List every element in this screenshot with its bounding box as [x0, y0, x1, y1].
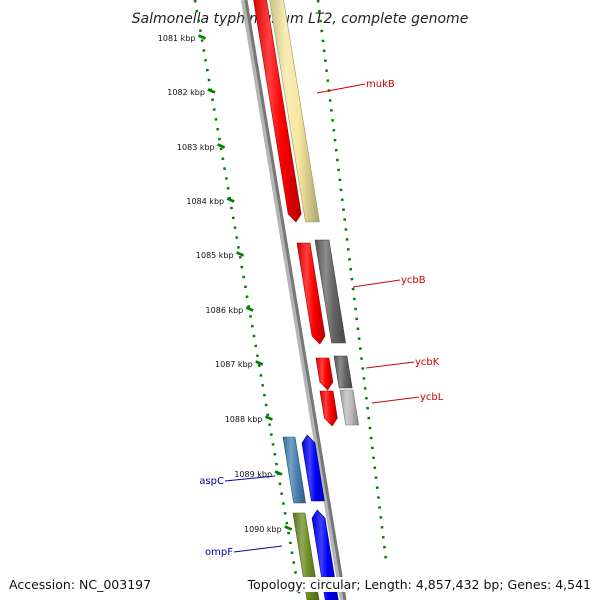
- cog-block-ycbK: [333, 355, 353, 389]
- cog-block-ycbL: [339, 389, 360, 426]
- gene-label-leader-aspC: [224, 475, 276, 482]
- gene-label-leader-ycbB: [352, 279, 401, 288]
- cog-block-aspC: [282, 436, 307, 504]
- tick-mark: [217, 143, 226, 149]
- tick-label: 1088 kbp: [225, 415, 263, 424]
- tick-mark: [274, 470, 283, 476]
- gene-label-mukB: mukB: [366, 79, 395, 90]
- tick-label: 1083 kbp: [177, 143, 215, 152]
- cog-block-mukB: [269, 0, 320, 223]
- gene-label-leader-ycbK: [365, 361, 415, 369]
- accession-text: Accession: NC_003197: [9, 577, 152, 592]
- gene-label-leader-ompF: [233, 545, 283, 553]
- tick-label: 1087 kbp: [215, 360, 253, 369]
- tick-mark: [284, 525, 293, 531]
- tick-mark: [264, 415, 273, 421]
- gene-label-ycbB: ycbB: [401, 275, 426, 286]
- tick-label: 1089 kbp: [234, 470, 272, 479]
- gene-arrow-ycbK: [315, 357, 334, 391]
- gene-arrow-mukB: [253, 0, 302, 223]
- cog-block-ycbB: [314, 239, 346, 344]
- tick-label: 1082 kbp: [167, 88, 205, 97]
- genome-summary-text: Topology: circular; Length: 4,857,432 bp…: [243, 577, 591, 592]
- gene-arrow-ycbB: [296, 242, 326, 345]
- gene-label-leader-mukB: [316, 83, 366, 94]
- tick-mark: [207, 88, 216, 94]
- tick-label: 1086 kbp: [206, 306, 244, 315]
- tick-mark: [226, 197, 235, 203]
- gene-label-ompF: ompF: [205, 547, 233, 558]
- gene-arrow-aspC: [301, 434, 325, 502]
- tick-mark: [236, 251, 245, 257]
- tick-mark: [245, 306, 254, 312]
- backbone-shadow: [241, 0, 346, 600]
- tick-label: 1085 kbp: [196, 251, 234, 260]
- tick-label: 1090 kbp: [244, 525, 282, 534]
- gene-label-leader-ycbL: [371, 396, 420, 404]
- tick-mark: [197, 34, 207, 40]
- gene-arrow-ycbL: [319, 390, 338, 427]
- tick-mark: [255, 360, 264, 366]
- gene-label-ycbL: ycbL: [420, 392, 444, 403]
- gene-label-aspC: aspC: [199, 476, 224, 487]
- tick-label: 1081 kbp: [158, 34, 196, 43]
- backbone-line: [244, 0, 347, 600]
- tick-label: 1084 kbp: [186, 197, 224, 206]
- map-title: Salmonella typhimurium LT2, complete gen…: [132, 11, 469, 27]
- outer-ring-dotted-line: [316, 0, 388, 561]
- gene-label-ycbK: ycbK: [415, 357, 440, 368]
- tick-ring-dotted-line: [193, 0, 302, 599]
